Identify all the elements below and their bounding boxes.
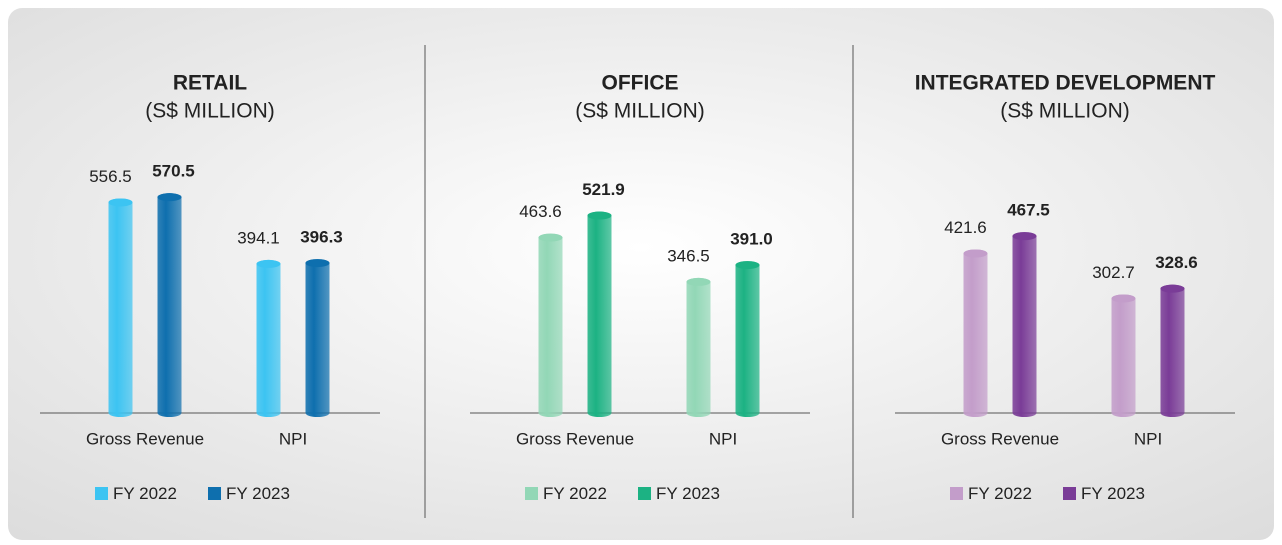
bar-cap [963,249,988,258]
legend-label: FY 2023 [1081,484,1145,503]
bar [256,259,281,417]
legend-label: FY 2023 [226,484,290,503]
bar-cap [735,261,760,270]
value-label: 570.5 [152,162,195,181]
chart-title: INTEGRATED DEVELOPMENT [915,72,1216,95]
bar [108,198,133,417]
legend-swatch [950,487,963,500]
bar-cap [1160,284,1185,293]
legend-label: FY 2023 [656,484,720,503]
bar-cap [305,259,330,268]
bar-cap [1111,294,1136,303]
bar [1012,232,1037,417]
bar [157,193,182,417]
x-tick-label: Gross Revenue [86,429,204,448]
legend-swatch [208,487,221,500]
value-label: 421.6 [944,218,987,237]
value-label: 328.6 [1155,253,1198,272]
legend-swatch [1063,487,1076,500]
chart-title: RETAIL [173,72,247,95]
value-label: 302.7 [1092,263,1135,282]
legend-label: FY 2022 [113,484,177,503]
x-tick-label: NPI [709,429,737,448]
value-label: 521.9 [582,180,625,199]
chart-subtitle: (S$ MILLION) [145,100,275,123]
value-label: 396.3 [300,228,343,247]
bar [305,259,330,417]
x-tick-label: NPI [1134,429,1162,448]
legend-swatch [525,487,538,500]
chart-subtitle: (S$ MILLION) [575,100,705,123]
bar [538,233,563,417]
bar-cap [108,198,133,207]
value-label: 394.1 [237,228,280,247]
bar [587,211,612,417]
bar-cap [157,193,182,202]
bar-cap [538,233,563,242]
value-label: 467.5 [1007,201,1050,220]
value-label: 556.5 [89,167,132,186]
legend-label: FY 2022 [543,484,607,503]
value-label: 346.5 [667,246,710,265]
bar [686,277,711,417]
legend-label: FY 2022 [968,484,1032,503]
value-label: 391.0 [730,230,773,249]
bar-cap [587,211,612,220]
bar [1111,294,1136,417]
bar [963,249,988,417]
x-tick-label: Gross Revenue [516,429,634,448]
chart-title: OFFICE [602,72,679,95]
x-tick-label: Gross Revenue [941,429,1059,448]
chart-subtitle: (S$ MILLION) [1000,100,1130,123]
value-label: 463.6 [519,202,562,221]
bar-cap [256,259,281,268]
bar-cap [686,277,711,286]
x-tick-label: NPI [279,429,307,448]
legend-swatch [638,487,651,500]
bar [1160,284,1185,417]
legend-swatch [95,487,108,500]
bar [735,261,760,417]
bar-cap [1012,232,1037,241]
